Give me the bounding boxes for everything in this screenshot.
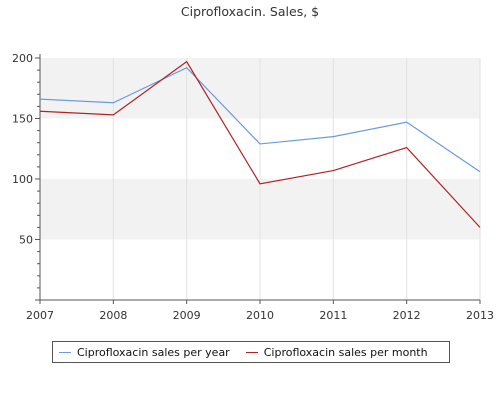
x-tick-label-2011: 2011 <box>319 309 347 322</box>
chart-title: Ciprofloxacin. Sales, $ <box>180 4 320 19</box>
series-lines <box>39 60 481 228</box>
series-line-1 <box>39 60 481 228</box>
y-tick-label-200: 200 <box>12 52 33 65</box>
vertical-gridlines <box>112 58 481 300</box>
y-tick-label-100: 100 <box>12 173 33 186</box>
axes <box>35 54 481 304</box>
legend-item-per-year: Ciprofloxacin sales per year <box>59 346 230 359</box>
legend-label-per-month: Ciprofloxacin sales per month <box>263 345 428 359</box>
legend-swatch-per-month <box>245 351 258 353</box>
x-tick-label-2008: 2008 <box>99 309 127 322</box>
legend-label-per-year: Ciprofloxacin sales per year <box>77 345 230 359</box>
tick-labels: 50 100 150 200 2007 2008 2009 2010 2011 2012 2013 <box>12 52 494 322</box>
x-tick-label-2009: 2009 <box>173 309 201 322</box>
legend-swatch-per-year <box>59 351 71 353</box>
x-tick-label-2007: 2007 <box>26 309 54 322</box>
y-tick-label-150: 150 <box>12 113 33 126</box>
y-tick-label-50: 50 <box>19 234 33 247</box>
x-tick-label-2013: 2013 <box>466 309 494 322</box>
x-tick-label-2012: 2012 <box>393 309 421 322</box>
x-tick-label-2010: 2010 <box>246 309 274 322</box>
series-line-0 <box>39 66 481 173</box>
legend-item-per-month: Ciprofloxacin sales per month <box>245 345 428 359</box>
legend: Ciprofloxacin sales per year Ciprofloxac… <box>52 341 450 363</box>
